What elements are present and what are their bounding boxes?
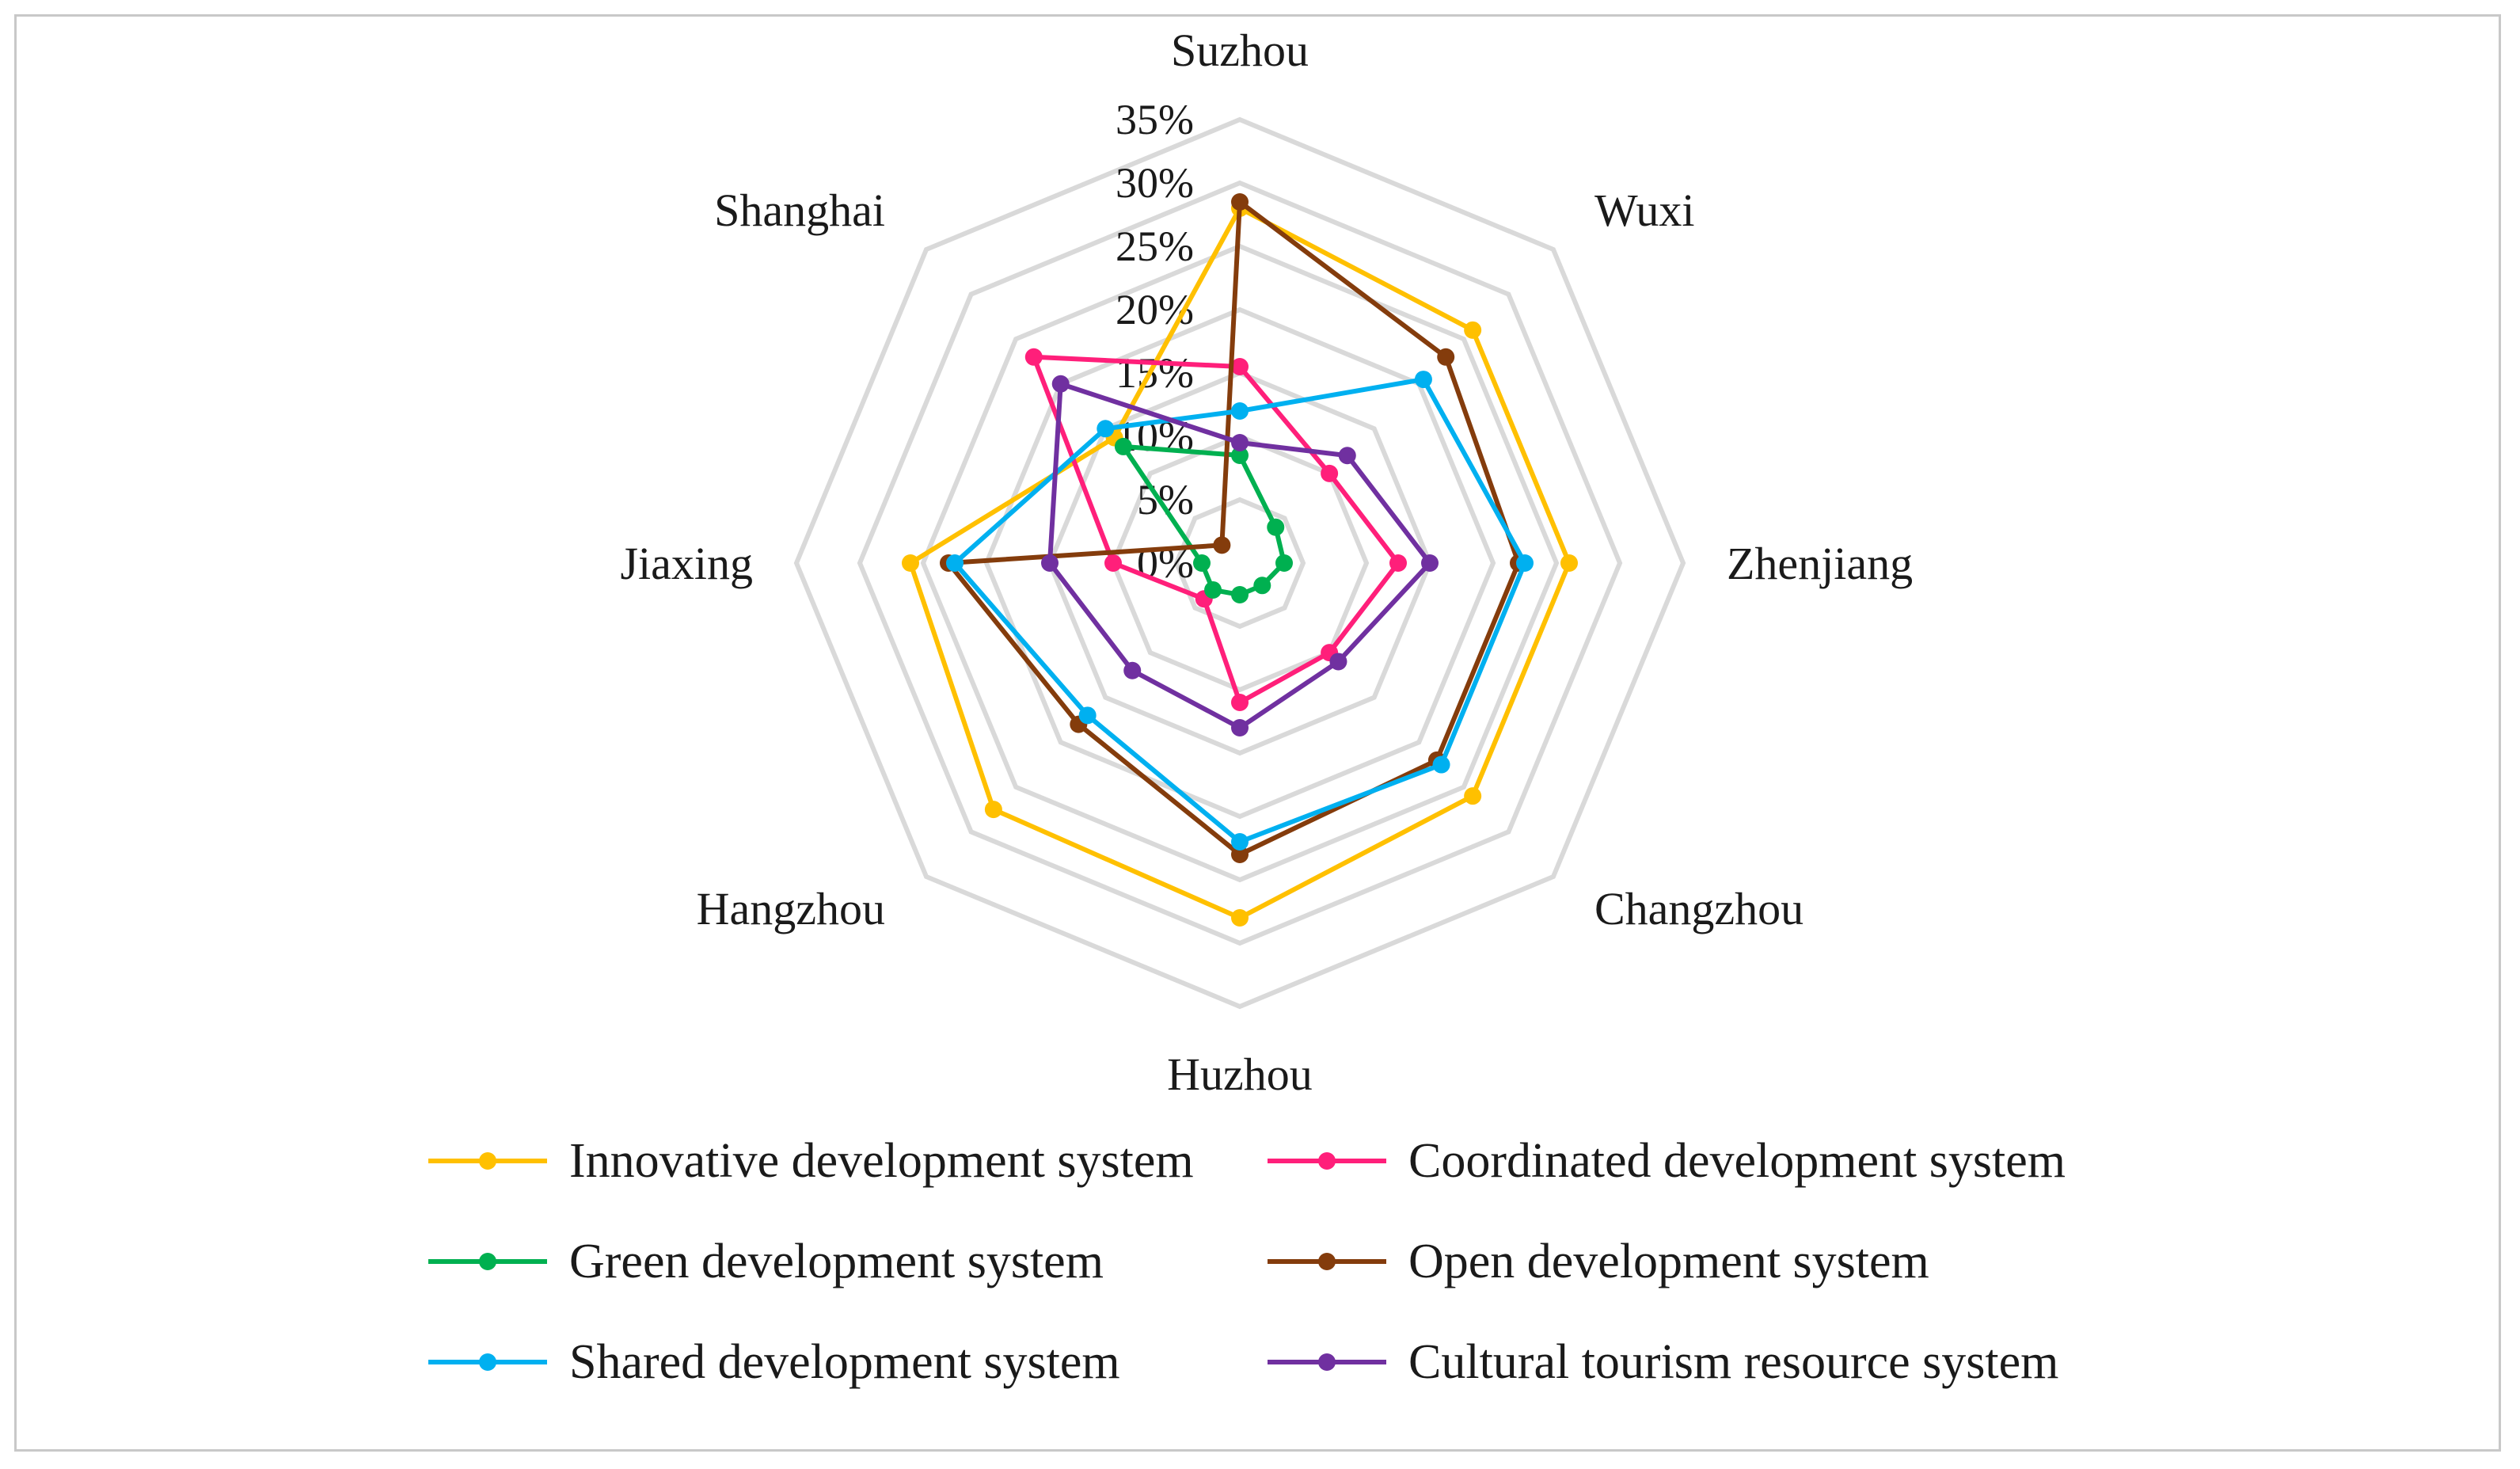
category-label-huzhou: Huzhou (1167, 1048, 1313, 1100)
r-tick-label: 30% (1116, 159, 1194, 207)
data-point (1041, 554, 1059, 572)
series-2 (1114, 437, 1293, 603)
legend-item: Innovative development system (428, 1134, 1194, 1188)
r-tick-label: 20% (1116, 286, 1194, 333)
data-point (1213, 536, 1231, 554)
category-label-shanghai: Shanghai (714, 185, 885, 236)
legend-label: Green development system (569, 1235, 1104, 1288)
grid-ring (1047, 370, 1433, 756)
grid-ring (1110, 433, 1370, 693)
data-point (1078, 706, 1097, 725)
legend-label: Shared development system (569, 1335, 1120, 1389)
data-point (1414, 371, 1432, 389)
category-labels: Suzhou Wuxi Zhenjiang Changzhou Huzhou Hangzh… (620, 25, 1913, 1100)
data-point (1275, 554, 1293, 572)
data-point (1464, 321, 1482, 339)
series-line (908, 206, 1572, 920)
legend-item: Open development system (1268, 1235, 1929, 1288)
data-point (1123, 661, 1142, 679)
data-point (1097, 420, 1115, 438)
category-label-hangzhou: Hangzhou (697, 883, 885, 934)
data-point (1204, 580, 1222, 599)
legend-label: Innovative development system (569, 1134, 1194, 1188)
r-tick-label: 25% (1116, 223, 1194, 270)
data-point (1193, 554, 1211, 572)
r-tick-label: 35% (1116, 96, 1194, 143)
data-point (1231, 846, 1249, 863)
data-point (984, 801, 1002, 819)
legend-marker (1318, 1253, 1336, 1270)
data-point (1051, 375, 1070, 393)
series-1 (1024, 348, 1407, 711)
grid-ring (1173, 497, 1306, 630)
grid (793, 116, 1686, 1010)
data-point (1437, 348, 1455, 366)
data-point (1421, 554, 1439, 572)
legend-marker (479, 1253, 496, 1270)
data-point (1267, 518, 1285, 536)
legend-label: Open development system (1408, 1235, 1929, 1288)
data-point (1389, 554, 1407, 572)
data-point (1560, 554, 1578, 572)
series-5 (1041, 375, 1439, 736)
category-label-wuxi: Wuxi (1594, 185, 1695, 236)
legend-label: Cultural tourism resource system (1408, 1335, 2058, 1389)
data-point (1321, 464, 1339, 482)
data-point (1114, 437, 1132, 455)
data-point (1231, 193, 1249, 211)
legend-item: Coordinated development system (1268, 1134, 2066, 1188)
data-point (1024, 348, 1043, 366)
data-point (1231, 434, 1249, 451)
chart-frame: 0% 5% 10% 15% 20% 25% 30% 35% Suzhou Wuxi Zhenjia… (14, 14, 2501, 1452)
legend-item: Cultural tourism resource system (1268, 1335, 2058, 1389)
legend-marker (479, 1353, 496, 1371)
grid-ring (983, 306, 1496, 820)
category-label-changzhou: Changzhou (1594, 883, 1804, 934)
r-tick-label: 15% (1116, 349, 1194, 397)
data-point (902, 554, 919, 572)
data-point (1231, 447, 1249, 464)
data-point (1338, 447, 1356, 465)
grid-ring (920, 243, 1560, 883)
legend-marker (1318, 1353, 1336, 1371)
legend-item: Shared development system (428, 1335, 1120, 1389)
data-point (1231, 833, 1249, 851)
data-point (1231, 358, 1249, 375)
data-point (1231, 719, 1249, 736)
data-point (1464, 787, 1482, 805)
category-label-zhenjiang: Zhenjiang (1727, 538, 1913, 589)
data-point (1253, 577, 1271, 595)
legend: Innovative development system Coordinated… (428, 1134, 2066, 1389)
radial-axis-ticks: 0%5%10%15%20%25%30%35% (1116, 96, 1194, 587)
data-point (1104, 554, 1122, 572)
legend-item: Green development system (428, 1235, 1104, 1288)
data-point (946, 554, 964, 572)
data-point (1432, 755, 1450, 774)
category-label-suzhou: Suzhou (1171, 25, 1309, 76)
grid-ring (857, 180, 1623, 946)
legend-marker (479, 1152, 496, 1170)
legend-label: Coordinated development system (1408, 1134, 2066, 1188)
data-point (1516, 554, 1534, 572)
legend-marker (1318, 1152, 1336, 1170)
category-label-jiaxing: Jiaxing (620, 538, 753, 589)
data-point (1231, 586, 1249, 603)
grid-ring (793, 116, 1686, 1010)
data-point (1329, 653, 1347, 671)
data-point (1231, 402, 1249, 420)
series-layer (902, 193, 1578, 927)
radar-chart: 0%5%10%15%20%25%30%35% SuzhouWuxiZhenjia… (428, 25, 2066, 1389)
data-point (1231, 694, 1249, 711)
data-point (1231, 909, 1249, 927)
